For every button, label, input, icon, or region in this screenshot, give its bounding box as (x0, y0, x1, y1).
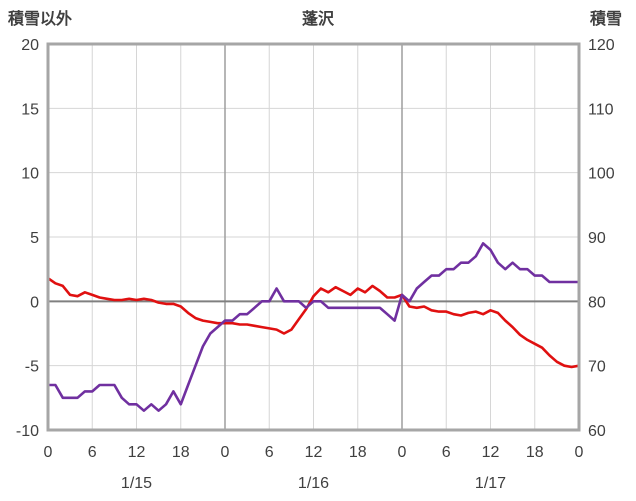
y-left-tick-label: 5 (30, 230, 39, 247)
y-right-tick-label: 70 (588, 359, 606, 376)
y-right-tick-label: 110 (588, 101, 614, 118)
x-tick-label: 6 (88, 444, 97, 461)
x-tick-label: 18 (349, 444, 367, 461)
y-right-tick-label: 80 (588, 294, 606, 311)
date-label: 1/16 (298, 475, 329, 492)
right-axis-title: 積雪 (589, 11, 622, 28)
x-tick-label: 12 (128, 444, 146, 461)
date-label: 1/15 (121, 475, 152, 492)
y-right-tick-label: 100 (588, 166, 615, 183)
series-line-red (46, 276, 581, 369)
x-tick-label: 0 (398, 444, 407, 461)
y-left-tick-label: 10 (21, 166, 39, 183)
y-left-tick-label: 0 (30, 294, 39, 311)
left-axis-title: 積雪以外 (8, 11, 73, 28)
y-right-tick-label: 120 (588, 37, 615, 54)
y-right-tick-label: 60 (588, 423, 606, 440)
chart-title: 蓬沢 (301, 11, 334, 28)
x-tick-label: 6 (265, 444, 274, 461)
y-left-tick-label: -10 (16, 423, 39, 440)
y-left-tick-label: -5 (25, 359, 39, 376)
x-tick-label: 0 (44, 444, 53, 461)
y-left-tick-label: 15 (21, 101, 39, 118)
x-tick-label: 0 (221, 444, 230, 461)
x-tick-label: 12 (482, 444, 500, 461)
x-tick-label: 6 (442, 444, 451, 461)
x-tick-label: 0 (575, 444, 584, 461)
x-tick-label: 18 (526, 444, 544, 461)
series-line-purple (46, 242, 581, 413)
y-right-tick-label: 90 (588, 230, 606, 247)
x-tick-label: 18 (172, 444, 190, 461)
y-left-tick-label: 20 (21, 37, 39, 54)
date-label: 1/17 (475, 475, 506, 492)
x-tick-label: 12 (305, 444, 323, 461)
plot-border (46, 42, 581, 432)
